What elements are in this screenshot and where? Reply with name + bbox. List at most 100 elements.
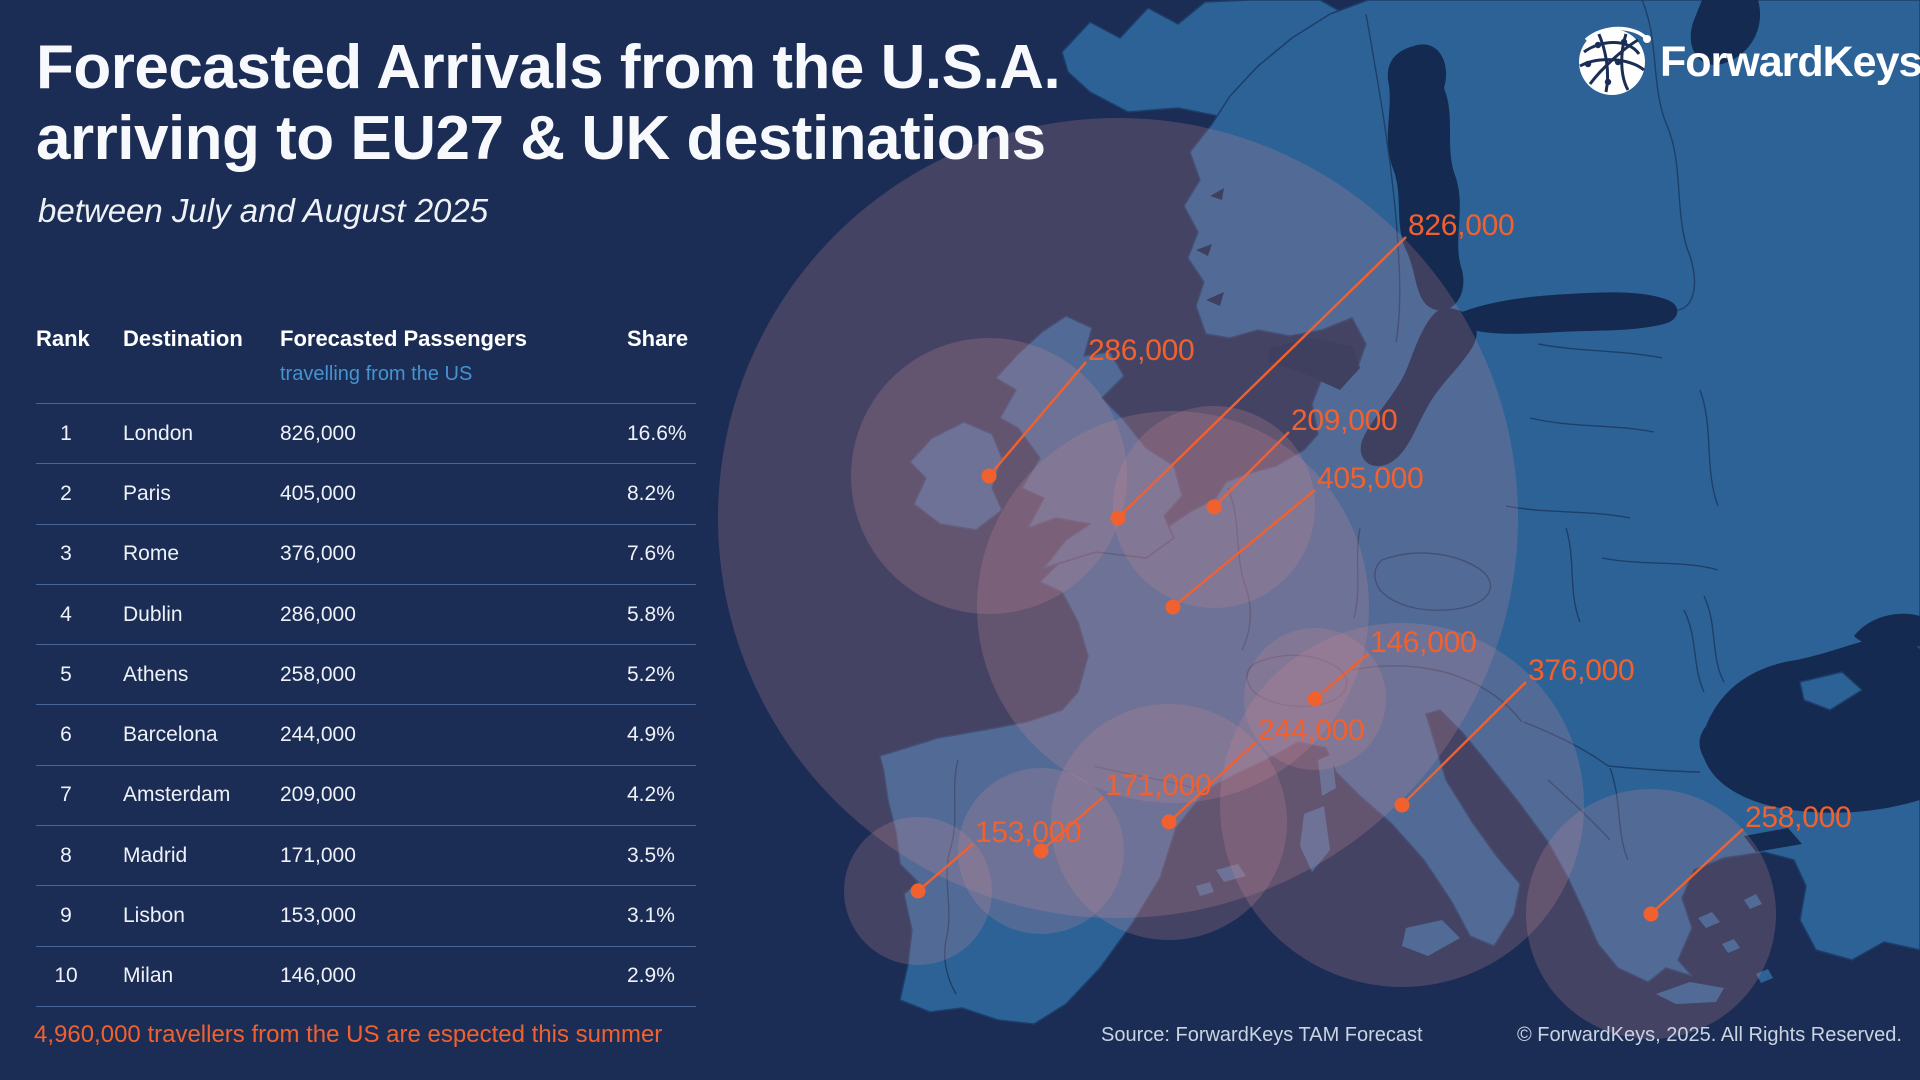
leader-line-barcelona (1168, 741, 1257, 823)
cell-destination: Lisbon (123, 904, 185, 928)
cell-share: 16.6% (627, 421, 687, 445)
cell-rank: 8 (60, 843, 72, 867)
table-row-lisbon: 9 Lisbon 153,000 3.1% (36, 885, 696, 945)
leader-line-athens (1650, 828, 1744, 915)
city-dot-rome (1394, 797, 1410, 813)
cell-rank: 10 (54, 964, 78, 988)
bubble-label-lisbon: 153,000 (975, 816, 1082, 849)
copyright-note: © ForwardKeys, 2025. All Rights Reserved… (1517, 1024, 1902, 1046)
leader-line-amsterdam (1213, 431, 1290, 508)
bubble-label-dublin: 286,000 (1088, 334, 1195, 367)
cell-share: 5.8% (627, 602, 675, 626)
column-subheader-passengers: travelling from the US (280, 363, 473, 385)
cell-destination: Amsterdam (123, 783, 231, 807)
cell-rank: 2 (60, 481, 72, 505)
table-row-amsterdam: 7 Amsterdam 209,000 4.2% (36, 764, 696, 825)
summary-total-text: 4,960,000 travellers from the US are esp… (34, 1021, 663, 1048)
callout-layer (910, 236, 1744, 922)
table-row-milan: 10 Milan 146,000 2.9% (36, 945, 696, 1006)
cell-rank: 4 (60, 602, 72, 626)
map-fjord-notches (1196, 188, 1224, 306)
cell-passengers: 244,000 (280, 723, 356, 747)
forwardkeys-logo: ForwardKeys (1576, 22, 1920, 103)
cell-rank: 7 (60, 783, 72, 807)
cell-share: 4.2% (627, 783, 675, 807)
cell-passengers: 146,000 (280, 964, 356, 988)
city-dot-amsterdam (1206, 499, 1222, 515)
table-row-madrid: 8 Madrid 171,000 3.5% (36, 825, 696, 885)
city-dot-paris (1165, 599, 1181, 615)
table-row-rome: 3 Rome 376,000 7.6% (36, 523, 696, 584)
cell-share: 4.9% (627, 723, 675, 747)
cell-share: 2.9% (627, 964, 675, 988)
leader-line-paris (1172, 489, 1316, 608)
city-dot-milan (1307, 691, 1323, 707)
table-row-barcelona: 6 Barcelona 244,000 4.9% (36, 704, 696, 764)
cell-share: 5.2% (627, 662, 675, 686)
bubble-label-paris: 405,000 (1317, 462, 1424, 495)
map-sea-gulf-of-bothnia (1387, 44, 1464, 311)
city-dot-lisbon (910, 883, 926, 899)
map-land-ireland (909, 421, 1003, 531)
cell-rank: 3 (60, 542, 72, 566)
page-title-line2: arriving to EU27 & UK destinations (36, 104, 1046, 173)
cell-share: 7.6% (627, 542, 675, 566)
cell-passengers: 153,000 (280, 904, 356, 928)
table-row-athens: 5 Athens 258,000 5.2% (36, 644, 696, 704)
logo-wordmark: ForwardKeys (1660, 38, 1920, 86)
cell-share: 8.2% (627, 481, 675, 505)
globe-network-icon (1576, 22, 1652, 103)
leader-line-rome (1401, 681, 1527, 806)
bubble-label-rome: 376,000 (1528, 654, 1635, 687)
map-land-great-britain (995, 315, 1183, 569)
column-header-rank: Rank (36, 326, 90, 351)
column-header-destination: Destination (123, 326, 243, 351)
bubble-label-london: 826,000 (1408, 209, 1515, 242)
map-sea-marmara (1744, 828, 1802, 852)
cell-rank: 5 (60, 662, 72, 686)
cell-passengers: 286,000 (280, 602, 356, 626)
page-title-line1: Forecasted Arrivals from the U.S.A. (36, 33, 1061, 102)
leader-line-dublin (988, 361, 1087, 477)
cell-destination: Paris (123, 481, 171, 505)
cell-passengers: 171,000 (280, 843, 356, 867)
cell-passengers: 826,000 (280, 421, 356, 445)
cell-share: 3.5% (627, 843, 675, 867)
leader-line-madrid (1040, 796, 1104, 852)
table-row-dublin: 4 Dublin 286,000 5.8% (36, 583, 696, 644)
map-sea-white-sea (1690, 0, 1761, 65)
cell-rank: 1 (60, 421, 72, 445)
map-country-borders (944, 0, 1725, 995)
city-dot-dublin (981, 468, 997, 484)
leader-line-london (1117, 236, 1407, 519)
cell-rank: 6 (60, 723, 72, 747)
map-land-crimea (1799, 671, 1863, 711)
cell-passengers: 376,000 (280, 542, 356, 566)
city-dot-london (1110, 510, 1126, 526)
cell-destination: Dublin (123, 602, 183, 626)
table-rows: 1 London 826,000 16.6% 2 Paris 405,000 8.2% 3 Rom… (36, 403, 696, 1007)
map-sea-azov (1854, 613, 1920, 648)
page-subtitle: between July and August 2025 (38, 192, 489, 229)
bubble-label-amsterdam: 209,000 (1291, 404, 1398, 437)
column-header-passengers: Forecasted Passengers (280, 326, 528, 351)
city-dot-athens (1643, 906, 1659, 922)
bubble-label-madrid: 171,000 (1105, 769, 1212, 802)
map-sea-kattegat (1268, 338, 1360, 390)
cell-destination: Barcelona (123, 723, 218, 747)
city-dot-barcelona (1161, 814, 1177, 830)
table-row-paris: 2 Paris 405,000 8.2% (36, 463, 696, 523)
cell-destination: Athens (123, 662, 189, 686)
map-sea-gulf-of-finland (1457, 292, 1678, 334)
table-row-london: 1 London 826,000 16.6% (36, 403, 696, 463)
cell-passengers: 258,000 (280, 662, 356, 686)
map-land-continent (879, 0, 1920, 1025)
bubble-label-athens: 258,000 (1745, 801, 1852, 834)
page-title: Forecasted Arrivals from the U.S.A. arri… (36, 32, 1061, 174)
bubble-label-barcelona: 244,000 (1258, 714, 1365, 747)
cell-destination: Milan (123, 964, 174, 988)
map-sea-black-sea (1699, 636, 1920, 813)
city-dot-madrid (1033, 843, 1049, 859)
